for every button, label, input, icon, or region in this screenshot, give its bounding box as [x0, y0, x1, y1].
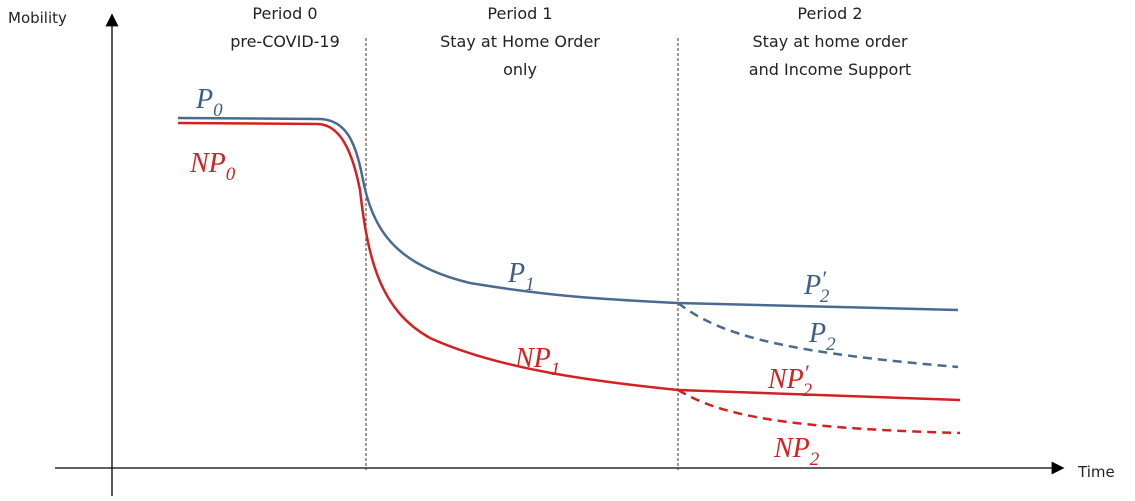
period-header: Stay at home order	[752, 32, 907, 51]
label-base: P	[808, 318, 826, 349]
label-base: NP	[189, 148, 226, 179]
label-sub: 0	[226, 164, 236, 185]
label-sub: 2	[826, 334, 836, 355]
label-sub: 0	[213, 100, 223, 121]
period-header: Period 0	[252, 4, 317, 23]
curve-label: NP′ 2	[767, 360, 813, 401]
y-axis-label: Mobility	[8, 9, 67, 27]
label-sub: 1	[551, 359, 561, 380]
label-base: P	[195, 84, 213, 115]
period-header: Period 1	[487, 4, 552, 23]
curve-label: P1	[507, 258, 535, 295]
curve-np2-dashed	[677, 388, 961, 435]
curve-p2-dashed	[677, 302, 959, 369]
curve-np	[177, 121, 961, 402]
curve-label: NP0	[189, 148, 236, 185]
period-header: only	[503, 60, 537, 79]
period-header: pre-COVID-19	[230, 32, 340, 51]
label-prime: ′	[804, 360, 810, 385]
label-base: NP	[514, 343, 551, 374]
label-prime: ′	[821, 266, 827, 291]
curve-label: P2	[808, 318, 836, 355]
label-base: P	[507, 258, 525, 289]
x-axis-label: Time	[1077, 463, 1115, 481]
label-sub: 2	[803, 380, 813, 401]
curve-label: P0	[195, 84, 223, 121]
label-base: NP	[767, 364, 804, 395]
curve-label: NP1	[514, 343, 560, 380]
label-sub: 1	[525, 274, 535, 295]
label-sub: 2	[820, 286, 830, 307]
label-sub: 2	[810, 449, 820, 470]
period-header: and Income Support	[749, 60, 911, 79]
label-base: P	[803, 270, 821, 301]
period-header: Period 2	[797, 4, 862, 23]
period-header: Stay at Home Order	[440, 32, 600, 51]
curve-label: NP2	[773, 433, 820, 470]
curve-label: P′ 2	[803, 266, 830, 307]
curve-p	[177, 116, 959, 312]
label-base: NP	[773, 433, 810, 464]
